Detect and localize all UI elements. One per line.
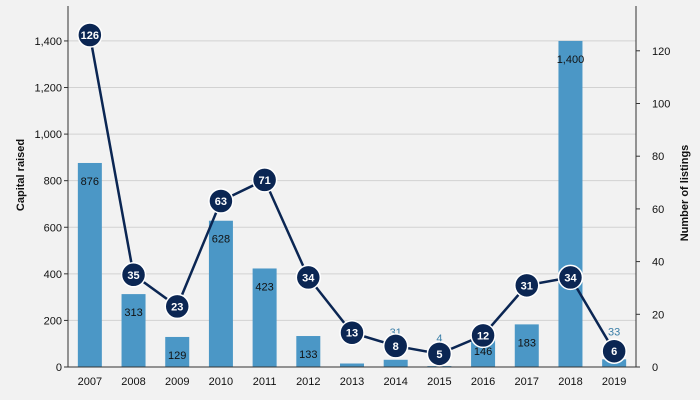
left-axis-ticks: 0 200 400 600 800 1,000 1,200 1,400: [34, 36, 68, 374]
left-tick-label: 1,400: [34, 36, 62, 48]
bar-value-label: 628: [212, 234, 230, 246]
left-tick-label: 400: [44, 269, 62, 281]
listing-marker: [601, 338, 627, 364]
bar: [121, 294, 146, 367]
bar: [165, 336, 190, 367]
listing-value-label: 8: [393, 341, 399, 353]
listing-value-label: 71: [258, 175, 270, 187]
left-tick-label: 600: [44, 222, 62, 234]
listing-marker: [295, 264, 322, 291]
x-tick-label: 2007: [78, 376, 102, 388]
bars: [77, 40, 627, 367]
listing-value-label: 6: [611, 346, 617, 358]
listing-value-label: 12: [477, 330, 489, 342]
listing-value-label: 23: [171, 301, 183, 313]
bar: [77, 162, 102, 367]
listing-marker: [382, 333, 409, 359]
gridlines: [68, 40, 636, 321]
right-tick-label: 0: [652, 362, 658, 374]
bar-value-label: 183: [518, 337, 536, 349]
listing-value-label: 34: [302, 272, 315, 284]
listing-value-label: 5: [436, 349, 442, 361]
right-axis-title: Number of listings: [679, 145, 691, 242]
left-tick-label: 1,200: [34, 83, 62, 95]
x-tick-label: 2012: [296, 376, 320, 388]
left-tick-label: 800: [44, 176, 62, 188]
bar: [296, 336, 321, 367]
x-tick-label: 2010: [209, 376, 233, 388]
listing-marker: [426, 341, 453, 367]
listing-marker: [120, 262, 147, 288]
x-tick-label: 2017: [515, 376, 539, 388]
bar: [208, 220, 233, 367]
listing-marker: [470, 322, 496, 349]
bar: [340, 363, 364, 367]
bar-value-label: 313: [124, 307, 142, 319]
right-tick-label: 20: [652, 309, 664, 321]
x-tick-label: 2019: [602, 376, 626, 388]
left-tick-label: 0: [56, 362, 62, 374]
listing-value-label: 31: [521, 280, 533, 292]
x-tick-label: 2009: [165, 376, 189, 388]
bar-value-label: 129: [168, 350, 186, 362]
x-tick-label: 2016: [471, 376, 495, 388]
x-tick-label: 2018: [558, 376, 582, 388]
x-tick-label: 2013: [340, 376, 364, 388]
listing-value-label: 63: [215, 196, 227, 208]
listing-marker: [339, 319, 365, 346]
left-tick-label: 1,000: [34, 129, 62, 141]
bar-value-label: 146: [474, 346, 492, 358]
listing-marker: [557, 264, 584, 291]
listing-marker: [164, 293, 190, 320]
listing-marker: [208, 188, 234, 214]
x-axis-ticks: 2007 2008 2009 2010 2011 2012 2013 2014 2015 2016…: [78, 376, 627, 388]
left-tick-label: 200: [44, 315, 62, 327]
bar: [252, 268, 277, 367]
right-tick-label: 100: [652, 98, 670, 110]
x-tick-label: 2011: [253, 376, 277, 388]
bar-value-label: 876: [81, 176, 99, 188]
bar-value-label: 4: [436, 333, 442, 345]
listing-marker: [514, 272, 540, 299]
x-tick-label: 2008: [121, 376, 145, 388]
bar-value-label: 423: [255, 281, 273, 293]
left-axis-title: Capital raised: [15, 139, 27, 211]
listing-marker: [251, 167, 278, 193]
right-tick-label: 120: [652, 46, 670, 58]
listing-marker: [77, 22, 103, 48]
bar: [558, 40, 583, 367]
bar-value-label: 133: [299, 349, 317, 361]
bar-value-label: 33: [608, 326, 620, 338]
axes: [67, 6, 637, 368]
listing-value-label: 13: [346, 328, 358, 340]
right-axis-ticks: 0 20 40 60 80 100 120: [636, 46, 670, 374]
bar-value-label: 1,400: [557, 54, 585, 66]
bar: [383, 359, 408, 367]
listing-value-label: 35: [127, 270, 139, 282]
x-tick-label: 2014: [383, 376, 407, 388]
bar: [514, 324, 539, 367]
right-tick-label: 80: [652, 151, 664, 163]
right-tick-label: 60: [652, 204, 664, 216]
right-tick-label: 40: [652, 257, 664, 269]
listing-value-label: 126: [81, 30, 99, 42]
x-tick-label: 2015: [427, 376, 451, 388]
listing-value-label: 34: [564, 272, 577, 284]
